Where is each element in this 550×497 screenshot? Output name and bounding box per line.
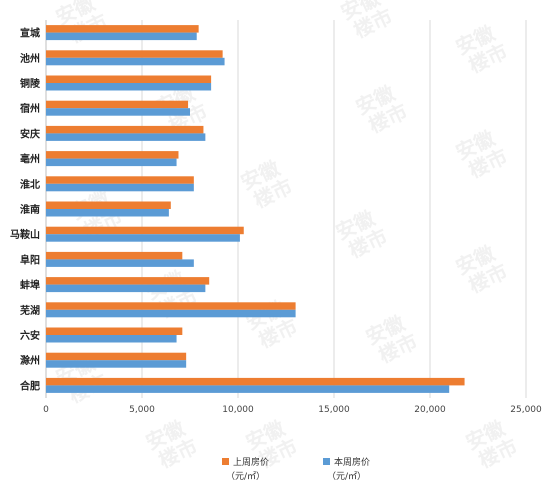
y-tick-label: 六安 bbox=[20, 329, 40, 342]
bar-last-week bbox=[46, 302, 296, 310]
bar-this-week bbox=[46, 209, 169, 217]
y-tick-label: 阜阳 bbox=[20, 253, 40, 266]
y-tick-label: 滁州 bbox=[20, 354, 40, 367]
y-tick-label: 铜陵 bbox=[20, 77, 41, 90]
legend-unit-this-week: （元/㎡） bbox=[327, 471, 366, 482]
bar-last-week bbox=[46, 352, 187, 361]
bar-this-week bbox=[46, 108, 190, 116]
y-tick-label: 宿州 bbox=[20, 102, 40, 115]
x-tick-label: 25,000 bbox=[510, 405, 542, 415]
y-tick-label: 淮北 bbox=[20, 178, 40, 191]
bar-this-week bbox=[46, 284, 206, 293]
bar-this-week bbox=[46, 158, 177, 167]
x-tick-label: 15,000 bbox=[318, 405, 350, 415]
y-tick-label: 池州 bbox=[20, 52, 40, 65]
legend: 上周房价 （元/㎡） 本周房价 （元/㎡） bbox=[222, 456, 370, 482]
bar-last-week bbox=[46, 100, 189, 109]
bar-last-week bbox=[46, 327, 183, 335]
bar-last-week bbox=[46, 75, 212, 83]
y-tick-label: 宣城 bbox=[20, 27, 40, 40]
bar-this-week bbox=[46, 133, 206, 141]
y-tick-label: 安庆 bbox=[20, 127, 40, 140]
bar-last-week bbox=[46, 377, 465, 386]
bar-this-week bbox=[46, 259, 194, 267]
bar-this-week bbox=[46, 32, 197, 41]
legend-swatch-this-week bbox=[323, 458, 330, 465]
x-tick-label: 5,000 bbox=[129, 405, 155, 415]
bar-this-week bbox=[46, 83, 212, 91]
legend-unit-last-week: （元/㎡） bbox=[226, 471, 265, 482]
y-tick-label: 亳州 bbox=[20, 153, 40, 166]
bar-this-week bbox=[46, 309, 296, 318]
legend-label-this-week: 本周房价 bbox=[334, 456, 370, 468]
bar-this-week bbox=[46, 234, 240, 242]
bar-last-week bbox=[46, 125, 204, 134]
bar-last-week bbox=[46, 251, 183, 260]
bar-last-week bbox=[46, 277, 210, 285]
x-tick-label: 10,000 bbox=[222, 405, 254, 415]
bar-this-week bbox=[46, 183, 194, 192]
bar-last-week bbox=[46, 50, 223, 58]
bar-last-week bbox=[46, 25, 199, 33]
legend-label-last-week: 上周房价 bbox=[233, 456, 269, 468]
bar-last-week bbox=[46, 176, 194, 184]
y-tick-label: 淮南 bbox=[20, 203, 40, 216]
x-axis-ticks: 0 5,000 10,000 15,000 20,000 25,000 bbox=[43, 405, 542, 415]
bars bbox=[46, 25, 465, 393]
bar-last-week bbox=[46, 226, 244, 235]
y-tick-label: 芜湖 bbox=[20, 304, 40, 317]
bar-this-week bbox=[46, 385, 450, 393]
y-tick-label: 合肥 bbox=[19, 379, 40, 392]
y-tick-label: 马鞍山 bbox=[10, 228, 40, 241]
x-tick-label: 0 bbox=[43, 405, 49, 415]
bar-last-week bbox=[46, 201, 171, 209]
bar-this-week bbox=[46, 360, 187, 368]
y-tick-label: 蚌埠 bbox=[20, 279, 40, 292]
bar-this-week bbox=[46, 57, 225, 66]
bar-this-week bbox=[46, 335, 177, 343]
legend-swatch-last-week bbox=[222, 458, 229, 465]
x-tick-label: 20,000 bbox=[414, 405, 446, 415]
bar-last-week bbox=[46, 151, 179, 159]
